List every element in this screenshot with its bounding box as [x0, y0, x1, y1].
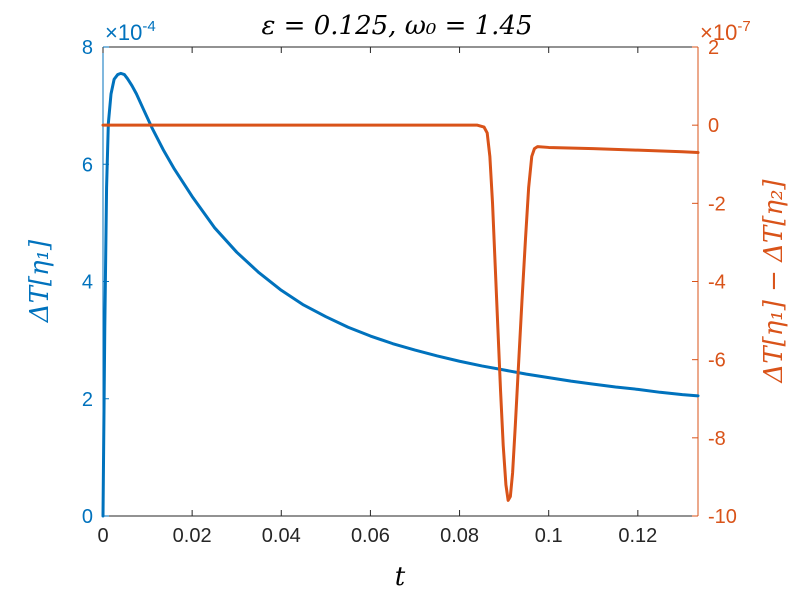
right-exponent-base: ×10 — [700, 20, 737, 45]
right-tick-label: 2 — [708, 37, 719, 59]
right-tick-label: -10 — [708, 506, 737, 528]
series-line-left — [101, 71, 700, 518]
right-tick-label: -8 — [708, 428, 726, 450]
x-tick-label: 0.06 — [351, 525, 390, 547]
x-tick-label: 0.1 — [535, 525, 563, 547]
left-tick-label: 4 — [82, 272, 93, 294]
y-axis-label-left: ΔT[η₁] — [25, 239, 55, 323]
y-axis-label-right: ΔT[η₁] − ΔT[η₂] — [759, 179, 789, 384]
x-axis-label: t — [395, 562, 406, 592]
right-tick-label: -2 — [708, 193, 726, 215]
left-exponent-power: -4 — [142, 18, 155, 35]
right-exponent-label: ×10-7 — [700, 18, 751, 45]
right-exponent-power: -7 — [737, 18, 750, 35]
left-exponent-label: ×10-4 — [105, 18, 156, 45]
right-tick-label: -6 — [708, 350, 726, 372]
series-line-right — [101, 123, 700, 502]
left-tick-label: 2 — [82, 389, 93, 411]
right-tick-label: -4 — [708, 272, 726, 294]
left-tick-label: 6 — [82, 154, 93, 176]
x-tick-label: 0.08 — [440, 525, 479, 547]
left-exponent-base: ×10 — [105, 20, 142, 45]
x-tick-label: 0.04 — [262, 525, 301, 547]
x-tick-label: 0.02 — [173, 525, 212, 547]
left-tick-label: 0 — [82, 506, 93, 528]
right-tick-label: 0 — [708, 115, 719, 137]
chart-title: ε = 0.125, ω₀ = 1.45 — [261, 11, 532, 41]
x-tick-label: 0.12 — [618, 525, 657, 547]
left-tick-label: 8 — [82, 37, 93, 59]
x-tick-label: 0 — [97, 525, 108, 547]
